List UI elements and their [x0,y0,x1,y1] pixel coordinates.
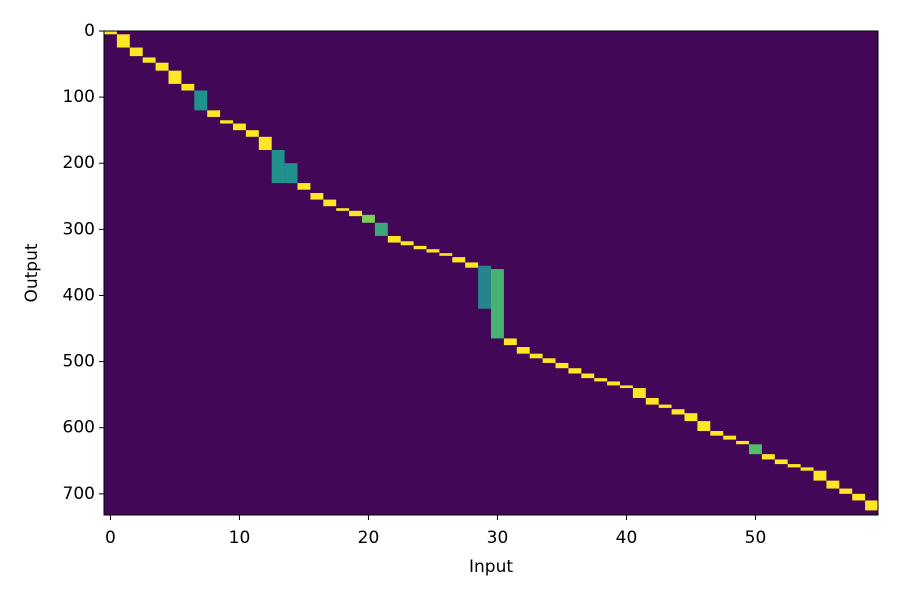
heatmap-cell [542,358,556,363]
heatmap-cell [529,353,543,359]
heatmap-cell [194,90,208,111]
heatmap-cell [671,409,685,415]
heatmap-cell [516,347,530,354]
heatmap-cell [632,388,646,398]
x-tick-label: 10 [229,528,251,548]
x-tick-label: 0 [105,528,116,548]
heatmap-cell [271,150,285,184]
heatmap-cell [207,110,221,117]
heatmap-cell [658,404,672,408]
heatmap-cell [710,431,724,436]
heatmap-cell [787,464,801,468]
y-tick-label: 0 [84,21,95,41]
heatmap-cell [697,421,711,432]
heatmap-cell [839,488,853,494]
heatmap-cell [349,210,362,217]
heatmap-cell [426,249,440,253]
heatmap-cell [800,467,814,471]
heatmap-cell [465,262,479,268]
heatmap-cell [826,480,840,489]
heatmap-cell [439,253,453,256]
y-tick-label: 200 [63,153,95,173]
heatmap-cell [452,257,466,263]
y-tick-label: 700 [63,484,95,504]
heatmap-cell [142,57,156,63]
heatmap-cell [478,265,491,309]
heatmap-cell [568,368,582,374]
heatmap-cell [761,454,775,460]
y-tick-label: 600 [63,418,95,438]
y-tick-label: 100 [63,87,95,107]
heatmap-cell [374,222,388,236]
y-tick-label: 400 [63,285,95,305]
x-axis-label: Input [469,557,513,577]
heatmap-cell [620,385,633,389]
heatmap-cell [297,183,311,190]
heatmap-cell [233,123,246,131]
heatmap-cell [181,83,195,91]
heatmap-cell [245,130,259,137]
heatmap-cell [413,245,427,250]
heatmap-cell [813,470,827,481]
heatmap-cell [723,435,737,440]
heatmap-cell [168,70,182,84]
heatmap-cell [774,459,788,465]
heatmap-cell [503,338,517,346]
heatmap-cell [155,62,169,71]
heatmap-cell [129,47,143,57]
y-tick-label: 500 [63,352,95,372]
heatmap-cell [258,136,272,151]
x-tick-label: 20 [358,528,380,548]
heatmap-cell [645,397,659,405]
y-tick-label: 300 [63,219,95,239]
heatmap-cell [594,378,608,382]
heatmap-cell [284,163,298,184]
heatmap-cell [336,208,350,211]
plot-frame [103,30,879,516]
heatmap-cell [104,31,117,35]
heatmap-cell [116,34,130,48]
heatmap-cell [362,214,375,223]
heatmap-cell [865,500,878,511]
heatmap-cell [852,493,866,501]
heatmap-cell [607,381,620,386]
heatmap-cell [684,413,698,422]
heatmap-cell [387,235,401,243]
heatmap-cell [581,373,595,379]
heatmap-cell [220,120,233,124]
heatmap-cell [310,192,324,200]
x-tick-label: 40 [616,528,638,548]
heatmap-cell [749,444,762,455]
y-axis-label: Output [22,243,42,302]
heatmap-cell [555,362,569,369]
heatmap-cell [736,440,749,445]
x-tick-label: 30 [487,528,509,548]
heatmap-cell [323,199,337,207]
heatmap-cell [491,269,504,339]
x-tick-label: 50 [745,528,767,548]
heatmap-cell [400,241,414,246]
